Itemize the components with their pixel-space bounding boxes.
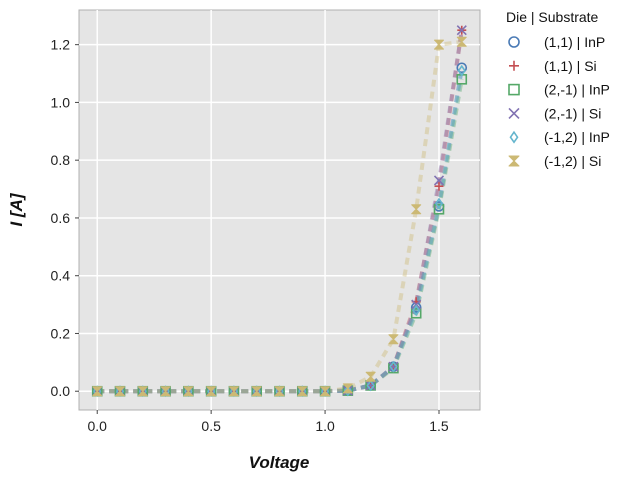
legend-item-label: (1,1) | Si [544, 58, 597, 74]
data-point [411, 204, 422, 215]
data-point [366, 379, 375, 392]
data-point [137, 386, 148, 397]
legend-item-label: (-1,2) | InP [544, 129, 610, 145]
legend-item-label: (-1,2) | Si [544, 153, 601, 169]
data-point [206, 386, 217, 397]
data-point [456, 25, 467, 36]
data-point [388, 362, 399, 374]
data-point [456, 62, 468, 74]
data-point [456, 36, 467, 47]
data-point [228, 386, 239, 397]
data-point [115, 386, 126, 397]
y-tick-label: 0.4 [51, 268, 71, 284]
data-point [251, 386, 262, 397]
plot-area [78, 9, 481, 411]
y-axis-ticks: 0.0 0.2 0.4 0.6 0.8 1.0 1.2 [51, 37, 79, 399]
data-point [389, 360, 398, 373]
y-tick-label: 0.2 [51, 325, 71, 341]
data-point [457, 64, 466, 77]
legend-marker [508, 36, 520, 48]
legend-item-label: (2,-1) | Si [544, 105, 601, 121]
data-point [183, 386, 194, 397]
data-point [434, 197, 444, 210]
y-tick-label: 0.0 [51, 383, 71, 399]
y-tick-label: 1.0 [51, 94, 71, 110]
data-point [160, 386, 171, 397]
data-point [92, 386, 103, 397]
legend-marker [508, 107, 520, 119]
data-point [412, 304, 421, 317]
legend-marker [508, 83, 520, 96]
x-tick-label: 1.5 [429, 418, 449, 434]
legend-marker [508, 155, 520, 167]
data-point [433, 39, 444, 50]
data-point [433, 203, 445, 215]
data-point [365, 380, 376, 391]
legend-marker [509, 60, 519, 71]
x-tick-label: 0.0 [87, 418, 107, 434]
data-point [274, 386, 285, 397]
y-tick-label: 1.2 [51, 37, 71, 53]
x-axis-title: Voltage [249, 453, 310, 472]
y-tick-label: 0.6 [51, 210, 71, 226]
legend: Die | Substrate (1,1) | InP (1,1) | Si (2,… [506, 9, 610, 169]
data-point [410, 307, 422, 319]
data-point [365, 371, 376, 382]
legend-title: Die | Substrate [506, 9, 599, 25]
data-point [342, 383, 353, 394]
data-point [434, 181, 444, 191]
x-axis-ticks: 0.0 0.5 1.0 1.5 [87, 410, 449, 434]
legend-item-label: (2,-1) | InP [544, 82, 610, 98]
y-axis-title: I [A] [7, 192, 26, 226]
data-point [388, 334, 399, 345]
data-point [433, 175, 445, 186]
series-points [91, 25, 468, 398]
legend-item-label: (1,1) | InP [544, 34, 605, 50]
x-tick-label: 0.5 [201, 418, 221, 434]
x-tick-label: 1.0 [315, 418, 335, 434]
legend-marker [509, 130, 519, 144]
data-point [343, 384, 352, 397]
y-tick-label: 0.8 [51, 152, 71, 168]
data-point [388, 361, 399, 372]
data-point [297, 386, 308, 397]
data-point [320, 386, 331, 397]
